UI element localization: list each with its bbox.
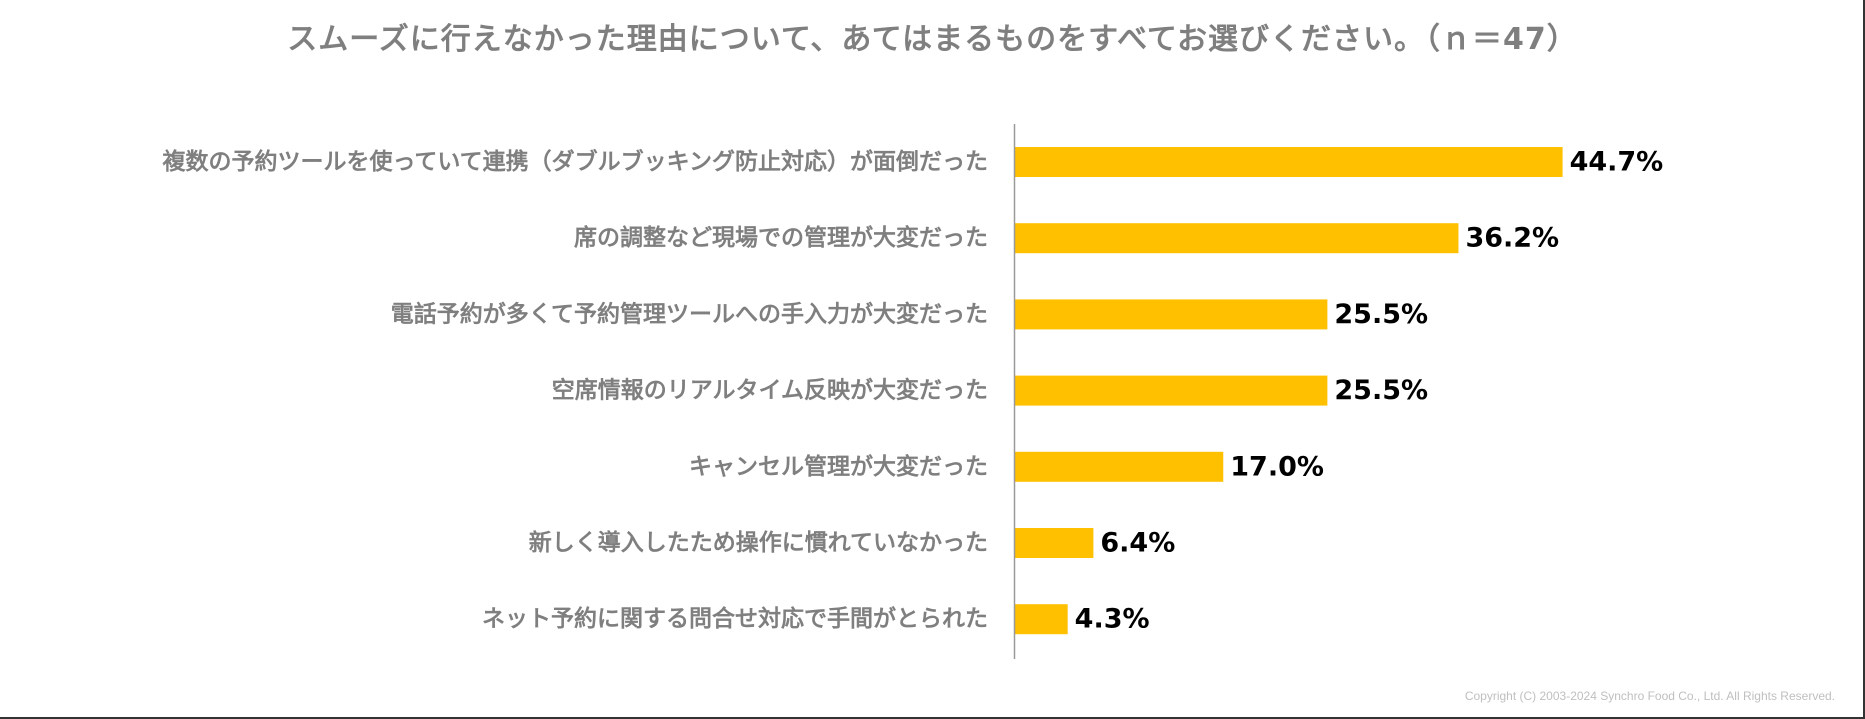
bar bbox=[1015, 223, 1459, 254]
bar bbox=[1015, 147, 1563, 177]
category-label: 新しく導入したため操作に慣れていなかった bbox=[529, 529, 988, 556]
category-label: ネット予約に関する問合せ対応で手間がとられた bbox=[482, 605, 988, 632]
bar bbox=[1015, 451, 1224, 482]
data-label: 17.0% bbox=[1230, 451, 1324, 482]
data-label: 4.3% bbox=[1075, 604, 1150, 635]
bar bbox=[1015, 528, 1094, 558]
data-label: 25.5% bbox=[1334, 299, 1428, 330]
category-label: 席の調整など現場での管理が大変だった bbox=[574, 224, 988, 251]
chart-title: スムーズに行えなかった理由について、あてはまるものをすべてお選びください。（ｎ＝… bbox=[287, 22, 1578, 57]
data-label: 25.5% bbox=[1334, 375, 1428, 406]
data-label: 6.4% bbox=[1100, 528, 1175, 559]
category-label: 空席情報のリアルタイム反映が大変だった bbox=[552, 377, 988, 404]
copyright-notice: Copyright (C) 2003-2024 Synchro Food Co.… bbox=[1464, 689, 1835, 703]
category-label: 電話予約が多くて予約管理ツールへの手入力が大変だった bbox=[391, 300, 988, 327]
category-label: キャンセル管理が大変だった bbox=[689, 453, 988, 480]
data-label: 44.7% bbox=[1570, 147, 1664, 178]
bar bbox=[1015, 604, 1068, 635]
bar bbox=[1015, 375, 1328, 406]
category-label: 複数の予約ツールを使っていて連携（ダブルブッキング防止対応）が面倒だった bbox=[163, 148, 988, 175]
bar bbox=[1015, 299, 1328, 330]
data-label: 36.2% bbox=[1465, 223, 1559, 254]
